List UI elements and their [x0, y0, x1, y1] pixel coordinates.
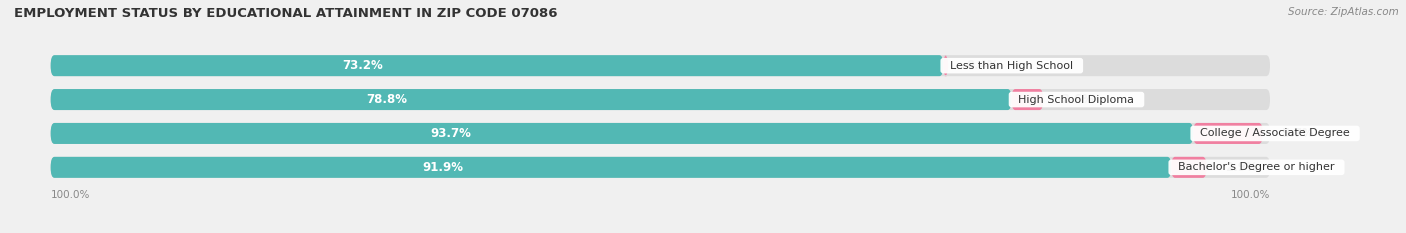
Text: College / Associate Degree: College / Associate Degree [1194, 128, 1357, 138]
FancyBboxPatch shape [51, 157, 1171, 178]
Text: 93.7%: 93.7% [430, 127, 471, 140]
FancyBboxPatch shape [51, 55, 943, 76]
Text: High School Diploma: High School Diploma [1011, 95, 1142, 105]
FancyBboxPatch shape [51, 89, 1011, 110]
FancyBboxPatch shape [943, 55, 948, 76]
FancyBboxPatch shape [51, 55, 1270, 76]
FancyBboxPatch shape [1171, 157, 1206, 178]
Text: 100.0%: 100.0% [51, 190, 90, 200]
Text: EMPLOYMENT STATUS BY EDUCATIONAL ATTAINMENT IN ZIP CODE 07086: EMPLOYMENT STATUS BY EDUCATIONAL ATTAINM… [14, 7, 558, 20]
Text: Source: ZipAtlas.com: Source: ZipAtlas.com [1288, 7, 1399, 17]
Text: 100.0%: 100.0% [1230, 190, 1270, 200]
Text: Less than High School: Less than High School [943, 61, 1080, 71]
Text: 0.4%: 0.4% [966, 59, 1000, 72]
Text: Bachelor's Degree or higher: Bachelor's Degree or higher [1171, 162, 1341, 172]
Text: 78.8%: 78.8% [367, 93, 408, 106]
FancyBboxPatch shape [51, 123, 1270, 144]
FancyBboxPatch shape [51, 89, 1270, 110]
Text: 73.2%: 73.2% [343, 59, 384, 72]
Text: 5.7%: 5.7% [1281, 127, 1313, 140]
Text: 2.9%: 2.9% [1225, 161, 1257, 174]
FancyBboxPatch shape [1194, 123, 1263, 144]
FancyBboxPatch shape [51, 157, 1270, 178]
FancyBboxPatch shape [1011, 89, 1043, 110]
FancyBboxPatch shape [51, 123, 1194, 144]
Text: 2.6%: 2.6% [1062, 93, 1094, 106]
Text: 91.9%: 91.9% [422, 161, 464, 174]
